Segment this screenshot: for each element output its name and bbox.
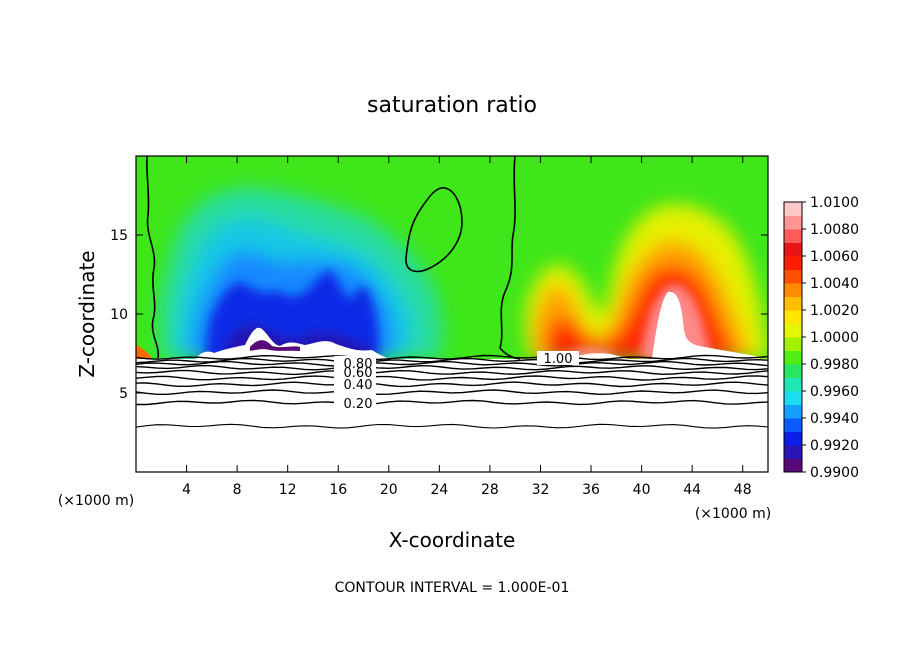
field-below-base — [136, 359, 768, 472]
contour-1-middle — [499, 156, 521, 360]
colorbar-swatch — [784, 458, 802, 473]
y-tick-label: 10 — [110, 307, 128, 323]
y-tick-label: 5 — [119, 386, 128, 402]
plot-area: 0.80 0.60 0.40 0.20 1.00 — [136, 156, 768, 472]
contour-line — [136, 364, 768, 371]
saturation-field — [136, 156, 768, 472]
colorbar-label: 0.9960 — [810, 384, 859, 400]
contour-labels: 0.80 0.60 0.40 0.20 1.00 — [334, 351, 579, 412]
colorbar-label: 0.9940 — [810, 411, 859, 427]
contour-label: 0.80 — [344, 357, 373, 372]
y-axis: 5 10 15 — [110, 228, 768, 402]
colorbar-swatch — [784, 391, 802, 405]
contours-lower — [136, 354, 768, 429]
colorbar-label: 1.0000 — [810, 330, 859, 346]
colorbar-swatch — [784, 256, 802, 270]
colorbar-swatch — [784, 337, 802, 351]
chart-title: saturation ratio — [367, 93, 537, 118]
x-tick-label: 12 — [279, 482, 297, 498]
colorbar-swatch — [784, 431, 802, 446]
x-tick-label: 16 — [329, 482, 347, 498]
colorbar-swatch — [784, 296, 802, 311]
colorbar-label: 0.9980 — [810, 357, 859, 373]
x-tick-label: 32 — [532, 482, 550, 498]
x-unit-right: (×1000 m) — [695, 506, 771, 522]
colorbar-label: 1.0100 — [810, 195, 859, 211]
colorbar-swatch — [784, 364, 802, 378]
field-purple-edge — [250, 340, 300, 351]
x-tick-label: 28 — [481, 482, 499, 498]
colorbar-swatch — [784, 377, 802, 392]
contours-upper — [146, 156, 521, 360]
colorbar-swatch — [784, 229, 802, 243]
colorbar-label: 1.0060 — [810, 249, 859, 265]
field-left-edge — [136, 345, 152, 359]
contour-1-left — [146, 156, 160, 359]
x-unit-left: (×1000 m) — [58, 493, 134, 509]
colorbar-label: 1.0020 — [810, 303, 859, 319]
contour-1-island — [405, 187, 463, 273]
contour-label: 0.40 — [344, 378, 373, 393]
field-white-regions — [196, 291, 760, 359]
x-tick-label: 8 — [233, 482, 242, 498]
colorbar-swatch — [784, 283, 802, 297]
colorbar-swatch — [784, 445, 802, 459]
contour-label: 1.00 — [544, 352, 573, 367]
contour-line — [136, 389, 768, 396]
colorbar-swatch — [784, 350, 802, 365]
contour-label: 0.20 — [344, 397, 373, 412]
colorbar-swatch — [784, 310, 802, 324]
x-tick-label: 40 — [633, 482, 651, 498]
colorbar: 0.9900 0.9920 0.9940 0.9960 0.9980 1.0000 1.00… — [783, 195, 859, 481]
contour-line — [136, 381, 768, 388]
contour-label-mask — [334, 356, 376, 412]
colorbar-swatch — [784, 418, 802, 432]
contour-interval-note: CONTOUR INTERVAL = 1.000E-01 — [335, 580, 570, 596]
x-tick-label: 48 — [734, 482, 752, 498]
colorbar-label: 1.0040 — [810, 276, 859, 292]
contour-line — [136, 357, 768, 364]
colorbar-swatch — [784, 404, 802, 419]
colorbar-swatch — [784, 269, 802, 284]
x-tick-label: 36 — [582, 482, 600, 498]
colorbar-swatch — [784, 202, 802, 216]
x-tick-label: 44 — [683, 482, 701, 498]
colorbar-label: 0.9920 — [810, 438, 859, 454]
contour-line — [136, 375, 768, 381]
colorbar-swatch — [784, 242, 802, 257]
x-tick-label: 20 — [380, 482, 398, 498]
colorbar-swatch — [784, 215, 802, 230]
y-axis-label: Z-coordinate — [75, 250, 99, 377]
contour-line — [136, 360, 768, 367]
colorbar-label: 1.0080 — [810, 222, 859, 238]
colorbar-swatch — [784, 323, 802, 338]
colorbar-label: 0.9900 — [810, 465, 859, 481]
y-tick-label: 15 — [110, 228, 128, 244]
x-tick-label: 4 — [182, 482, 191, 498]
x-axis-label: X-coordinate — [389, 528, 516, 552]
contour-line — [136, 423, 768, 429]
x-axis: 4 8 12 16 20 24 28 32 36 40 44 48 — [182, 156, 752, 498]
contour-label: 0.60 — [344, 366, 373, 381]
contour-line — [136, 369, 768, 376]
contour-label-mask — [537, 351, 579, 365]
contour-line — [136, 399, 768, 406]
x-tick-label: 24 — [430, 482, 448, 498]
